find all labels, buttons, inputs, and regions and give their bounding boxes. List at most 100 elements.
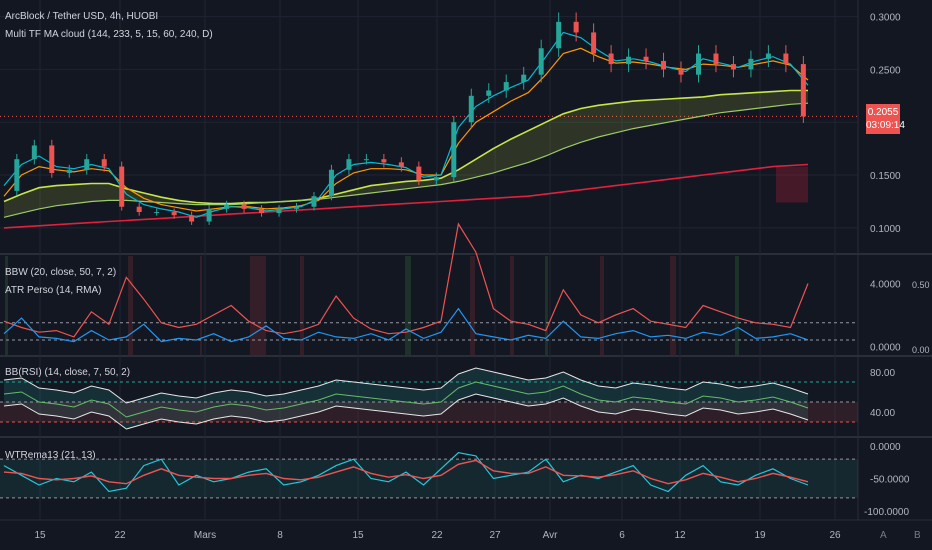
time-axis-tick-label: 26: [829, 530, 841, 541]
candle-body: [154, 212, 160, 214]
candle-body: [591, 32, 597, 54]
auto-scale-button[interactable]: A: [880, 530, 887, 541]
candle-body: [31, 145, 37, 160]
ema-slow-line: [3, 47, 809, 212]
rsi-axis-tick-label: 40.00: [870, 408, 895, 419]
price-axis-tick-label: 0.3000: [870, 13, 901, 24]
rsi-line: [3, 381, 809, 418]
candle-body: [695, 53, 701, 75]
candle-body: [626, 56, 632, 65]
wt-zone-fill: [0, 459, 858, 498]
time-axis-tick-label: 27: [489, 530, 501, 541]
candle-body: [224, 204, 230, 209]
candle-body: [398, 162, 404, 167]
candle-body: [14, 159, 20, 191]
candle-body: [189, 215, 195, 222]
time-axis-tick-label: 15: [352, 530, 364, 541]
bbw-axis-tick-label: 4.0000: [870, 280, 901, 291]
last-price-tag: 0.2055 03:09:14: [866, 104, 905, 134]
candle-body: [328, 169, 334, 197]
wt-signal-line: [3, 459, 809, 485]
time-axis-tick-label: 12: [674, 530, 686, 541]
squeeze-band: [510, 256, 514, 355]
log-scale-button[interactable]: B: [914, 530, 921, 541]
squeeze-band: [128, 256, 133, 355]
atr-line: [3, 307, 809, 343]
candle-body: [486, 90, 492, 96]
candle-body: [661, 60, 667, 70]
squeeze-band: [405, 256, 411, 355]
candle-body: [713, 53, 719, 65]
candle-body: [241, 204, 247, 209]
candle-body: [783, 53, 789, 65]
candle-body: [451, 122, 457, 178]
candle-body: [730, 64, 736, 70]
indicator-legend-ma-cloud[interactable]: Multi TF MA cloud (144, 233, 5, 15, 60, …: [5, 29, 213, 40]
time-axis-tick-label: Avr: [543, 530, 558, 541]
squeeze-band: [300, 256, 304, 355]
indicator-legend-atr[interactable]: ATR Perso (14, RMA): [5, 285, 102, 296]
ma-future-zone: [776, 166, 808, 203]
candle-body: [49, 145, 55, 173]
candle-body: [206, 208, 212, 222]
candle-body: [101, 159, 107, 167]
candle-body: [363, 159, 369, 161]
candle-body: [416, 166, 422, 181]
candle-body: [66, 169, 72, 173]
bar-countdown: 03:09:14: [866, 120, 905, 131]
wt-axis-tick-label: 0.0000: [870, 442, 901, 453]
candle-body: [84, 159, 90, 170]
candle-body: [293, 206, 299, 209]
time-axis-tick-label: 19: [754, 530, 766, 541]
candle-body: [311, 196, 317, 207]
long-ma-line: [3, 163, 809, 229]
candle-body: [503, 82, 509, 91]
time-axis-tick-label: 15: [34, 530, 46, 541]
candle-body: [259, 208, 265, 214]
rsi-band-upper: [3, 367, 809, 404]
squeeze-band: [545, 256, 548, 355]
candle-body: [765, 53, 771, 59]
candle-body: [748, 58, 754, 70]
price-axis-tick-label: 0.2500: [870, 65, 901, 76]
ma-cloud-upper-line: [3, 89, 808, 205]
ma-cloud-fill: [4, 90, 808, 218]
candle-body: [521, 74, 527, 83]
last-price: 0.2055: [867, 107, 899, 118]
candle-body: [346, 159, 352, 170]
time-axis-tick-label: 22: [114, 530, 126, 541]
candle-body: [433, 177, 439, 181]
candle-body: [171, 212, 177, 216]
candle-body: [276, 208, 282, 214]
bbw-secondary-axis-tick-label: 0.50: [912, 280, 930, 290]
indicator-legend-wt[interactable]: WTRema13 (21, 13): [5, 450, 96, 461]
ema-fast-line: [3, 31, 809, 218]
time-axis-tick-label: 22: [431, 530, 443, 541]
candle-body: [678, 69, 684, 75]
rsi-bollinger-fill: [4, 368, 808, 429]
time-axis-tick-label: 6: [619, 530, 625, 541]
candle-body: [381, 159, 387, 163]
symbol-title: ArcBlock / Tether USD, 4h, HUOBI: [5, 11, 159, 22]
rsi-band-lower: [3, 393, 809, 430]
price-axis-tick-label: 0.1500: [870, 171, 901, 182]
indicator-legend-bbw[interactable]: BBW (20, close, 50, 7, 2): [5, 267, 117, 278]
bbw-axis-tick-label: 0.0000: [870, 342, 901, 353]
bbw-line: [3, 222, 809, 338]
wt-axis-tick-label: -50.0000: [870, 475, 910, 486]
candle-body: [468, 95, 474, 123]
time-axis-tick-label: 8: [277, 530, 283, 541]
squeeze-band: [470, 256, 475, 355]
squeeze-band: [600, 256, 604, 355]
squeeze-band: [250, 256, 266, 355]
time-axis-tick-label: Mars: [194, 530, 216, 541]
rsi-axis-tick-label: 80.00: [870, 368, 895, 379]
squeeze-band: [735, 256, 739, 355]
squeeze-band: [670, 256, 676, 355]
wt-line: [3, 452, 809, 493]
candle-body: [608, 53, 614, 65]
price-axis-tick-label: 0.1000: [870, 224, 901, 235]
candle-body: [538, 48, 544, 75]
indicator-legend-bb-rsi[interactable]: BB(RSI) (14, close, 7, 50, 2): [5, 367, 131, 378]
